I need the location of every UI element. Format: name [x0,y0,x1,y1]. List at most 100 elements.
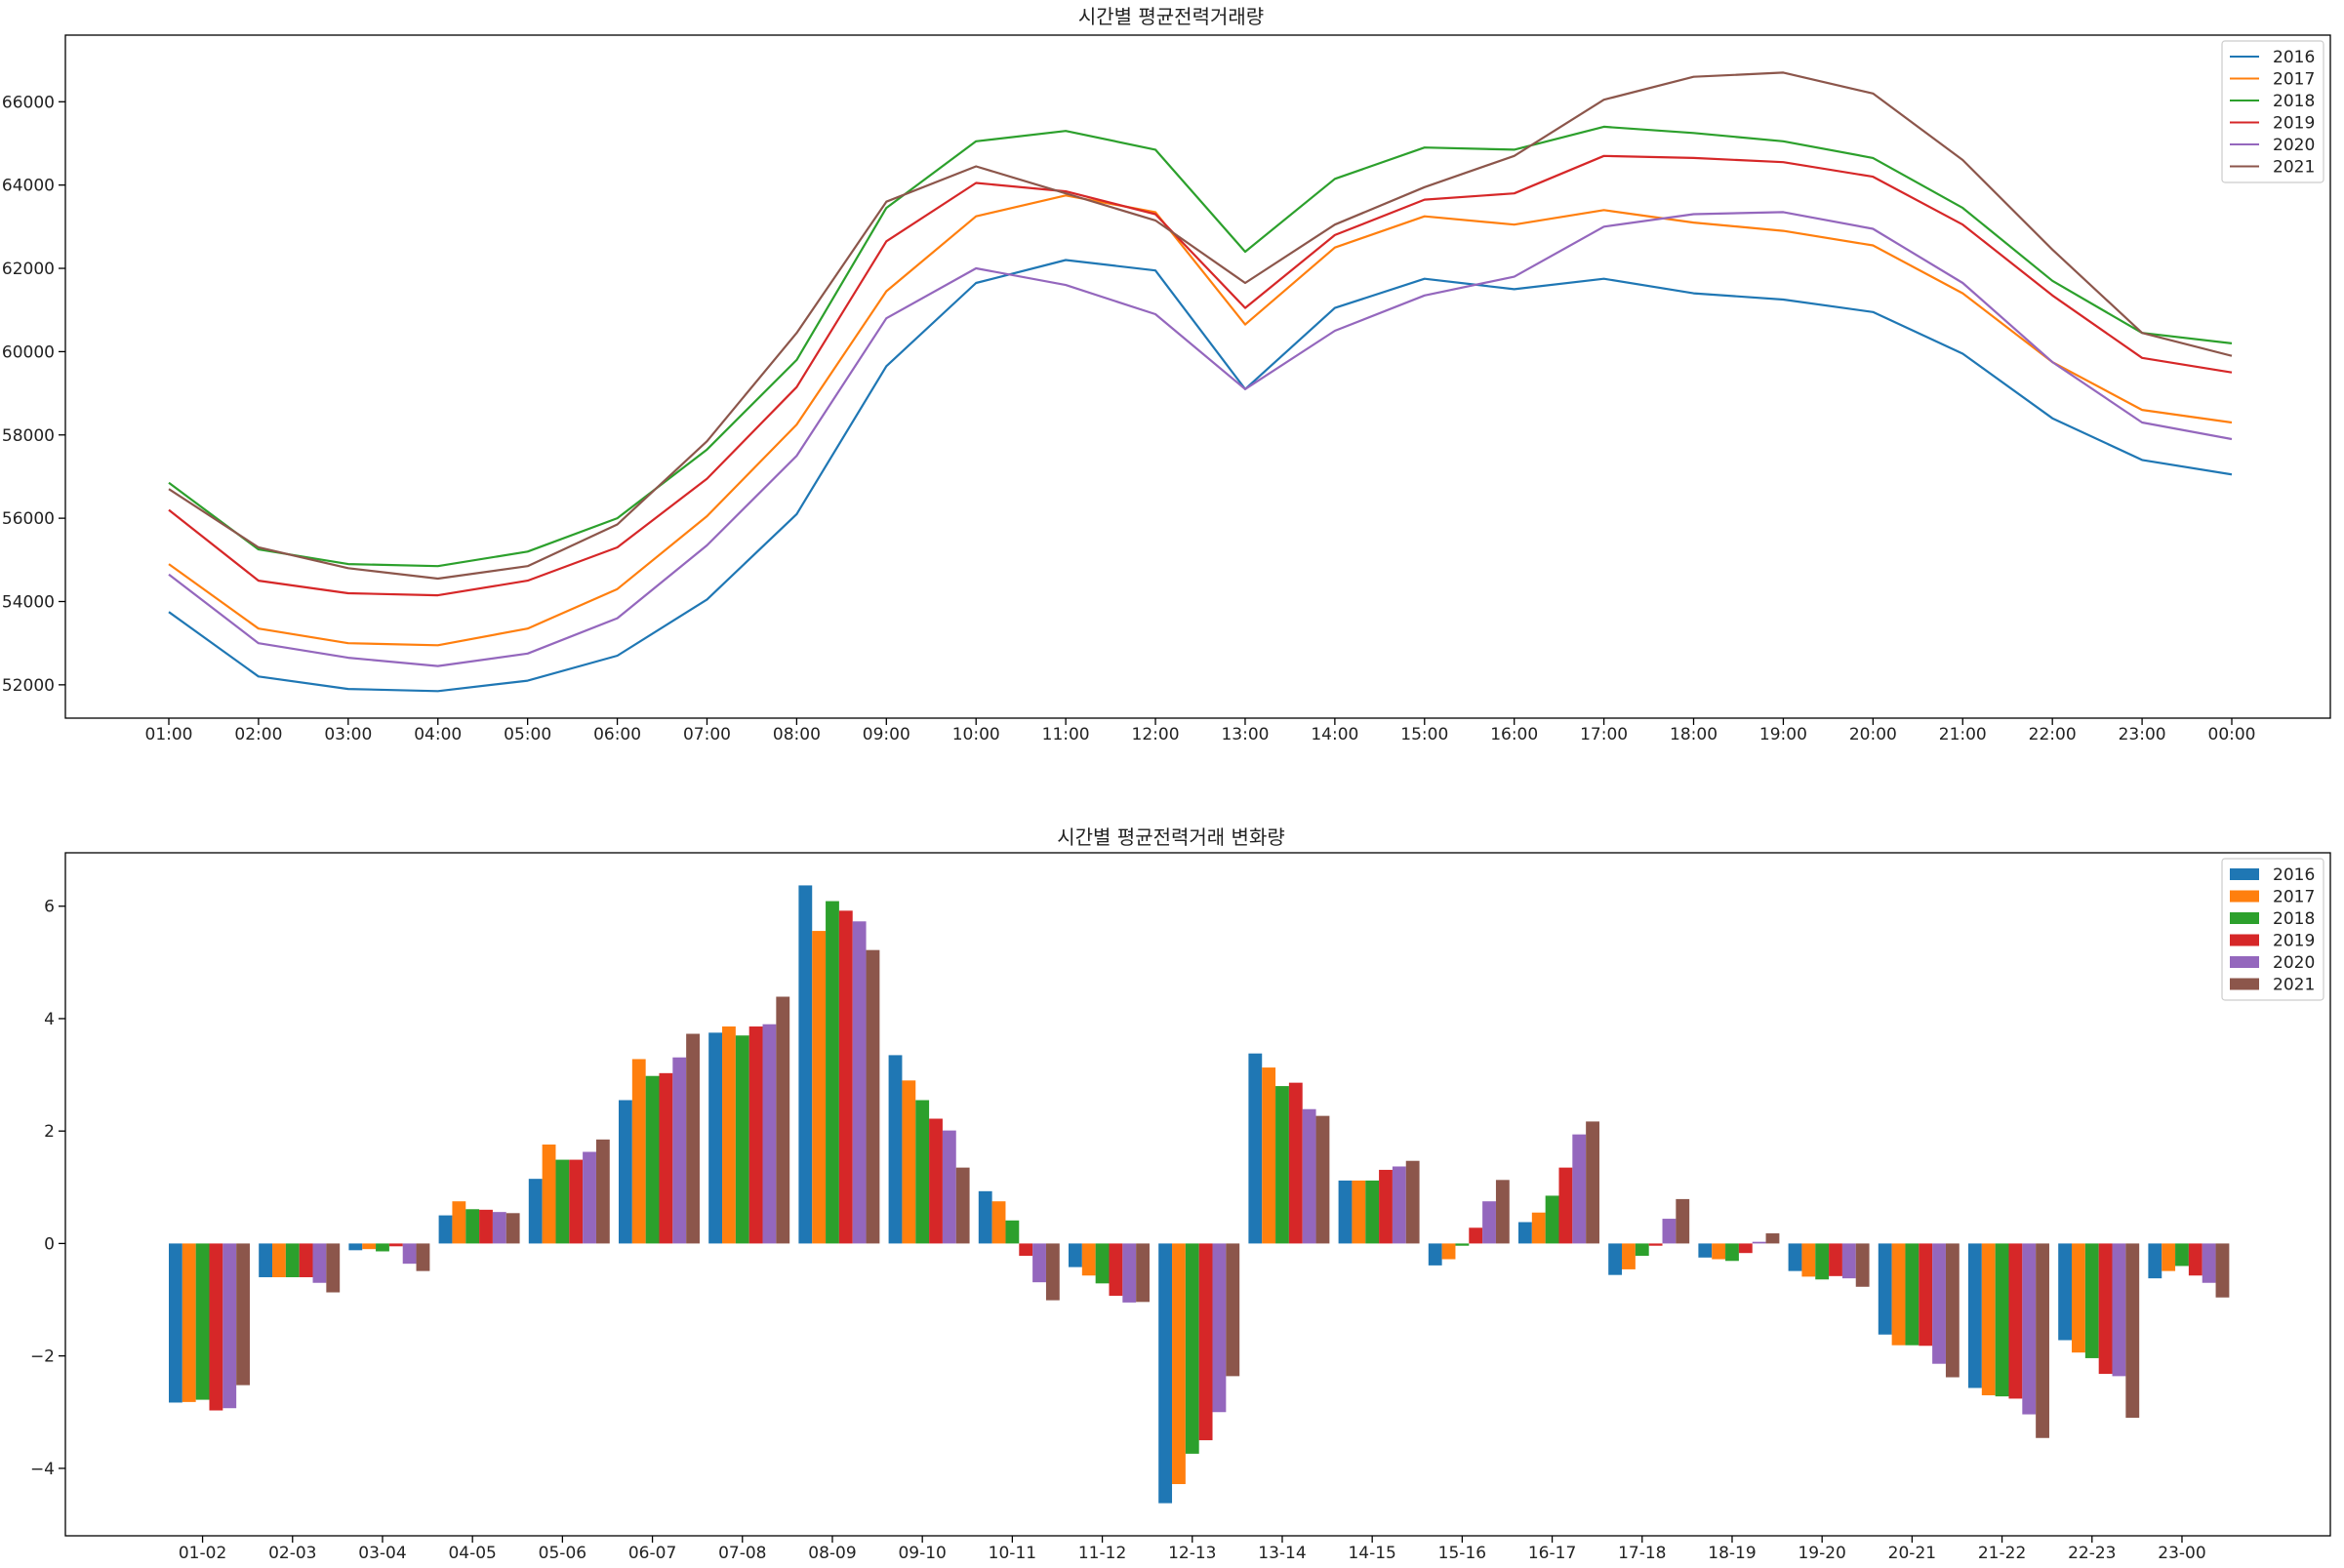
bar-2020 [1392,1166,1406,1244]
bar-2016 [438,1215,453,1244]
x-tick-label: 11-12 [1078,1544,1126,1563]
bar-2020 [2022,1243,2037,1415]
x-tick-label: 07-08 [718,1544,766,1563]
bar-2018 [465,1209,480,1244]
bar-2017 [1801,1243,1816,1277]
bar-2020 [942,1130,956,1244]
bar-2020 [1572,1134,1587,1244]
bar-2021 [2215,1243,2230,1298]
bar-2021 [1226,1243,1240,1377]
bar-2017 [182,1243,196,1402]
bar-2016 [1428,1243,1442,1266]
bar-2018 [555,1159,570,1244]
y-tick-label: 2 [44,1122,55,1142]
bar-2020 [2202,1243,2216,1283]
bar-2020 [492,1212,506,1244]
y-tick-label: −2 [30,1347,55,1367]
bar-2021 [686,1033,700,1244]
y-tick-label: 56000 [2,509,55,529]
bar-2017 [812,931,827,1244]
bar-2021 [2036,1243,2049,1438]
series-line-2019 [168,154,2233,597]
bar-2017 [1981,1243,1996,1395]
bar-2018 [1365,1180,1380,1244]
bar-2021 [1495,1180,1510,1244]
bar-2017 [362,1243,377,1250]
x-tick-label: 06:00 [593,725,641,744]
bar-2018 [1005,1220,1020,1244]
bar-2016 [2058,1243,2073,1341]
x-tick-label: 19-20 [1798,1544,1845,1563]
bar-2019 [388,1243,403,1247]
bar-2019 [1919,1243,1933,1347]
bar-2018 [1905,1243,1920,1346]
bar-2021 [505,1213,520,1244]
bar-2016 [1338,1180,1353,1244]
bar-2018 [195,1243,210,1400]
x-tick-label: 05:00 [504,725,551,744]
bar-2020 [1302,1108,1316,1244]
bar-2019 [1829,1243,1842,1276]
bar-2019 [2188,1243,2203,1276]
bar-2017 [1262,1067,1276,1244]
bar-2018 [1185,1243,1199,1454]
y-tick-label: 52000 [2,676,55,696]
bar-2016 [978,1190,992,1244]
x-tick-label: 18:00 [1670,725,1718,744]
bar-2020 [1841,1243,1856,1279]
bar-2021 [1136,1243,1150,1303]
y-tick-label: 60000 [2,342,55,362]
x-tick-label: 01-02 [179,1544,226,1563]
bar-2017 [272,1243,286,1277]
legend-swatch-2021 [2230,978,2259,990]
x-tick-label: 23-00 [2158,1544,2205,1563]
x-tick-label: 09-10 [898,1544,946,1563]
x-tick-label: 06-07 [628,1544,676,1563]
x-tick-label: 02-03 [268,1544,316,1563]
bar-2020 [402,1243,417,1265]
y-tick-label: 62000 [2,260,55,279]
bar-2018 [1635,1243,1649,1257]
legend-swatch-2020 [2230,956,2259,968]
legend-label-2021: 2021 [2273,158,2315,178]
bar-2021 [866,949,880,1244]
bar-2020 [852,921,867,1244]
line-chart-marks [168,71,2233,693]
legend-swatch-2019 [2230,934,2259,946]
bar-2021 [1586,1121,1599,1244]
x-tick-label: 22:00 [2029,725,2077,744]
x-tick-label: 10:00 [952,725,1000,744]
bar-2016 [1878,1243,1892,1335]
bar-2019 [209,1243,223,1411]
bar-2017 [1622,1243,1636,1269]
bar-2019 [838,910,853,1244]
x-tick-label: 08-09 [808,1544,856,1563]
x-tick-label: 16:00 [1490,725,1538,744]
x-tick-label: 17:00 [1580,725,1628,744]
bar-chart-legend: 2016 2017 2018 2019 2020 2021 [2221,858,2324,1001]
bar-2020 [1752,1241,1766,1244]
bar-2016 [528,1179,543,1244]
bar-2017 [1172,1243,1186,1484]
bar-2016 [888,1055,903,1244]
bar-2017 [991,1201,1006,1244]
bar-2016 [1158,1243,1173,1504]
x-tick-label: 12-13 [1168,1544,1216,1563]
bar-2016 [1968,1243,1982,1388]
series-line-2016 [168,259,2233,693]
y-tick-label: 58000 [2,426,55,446]
bar-2020 [2112,1243,2126,1377]
bar-2017 [1712,1243,1726,1260]
bar-2020 [583,1151,596,1244]
bar-2018 [1275,1086,1289,1244]
bar-chart-frame [64,852,2331,1537]
bar-2018 [1455,1243,1470,1246]
bar-2020 [222,1243,237,1409]
bar-2021 [1676,1198,1690,1244]
bar-2021 [776,996,790,1244]
x-tick-label: 03-04 [358,1544,406,1563]
bar-2017 [631,1059,646,1244]
x-tick-label: 15-16 [1438,1544,1486,1563]
bar-2019 [2008,1243,2023,1399]
